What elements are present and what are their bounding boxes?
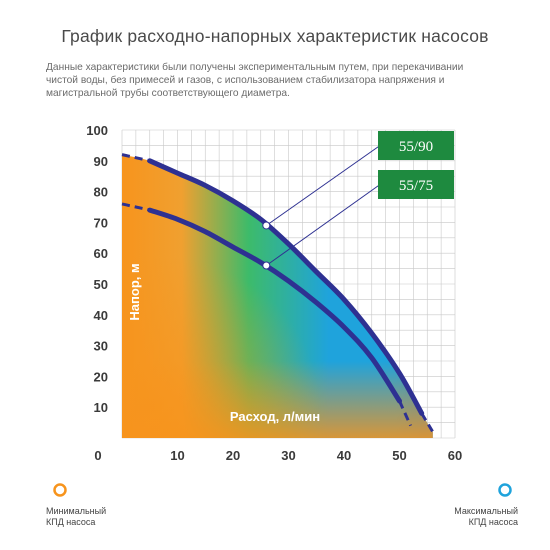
y-tick-label: 50 [94, 277, 108, 292]
axis-labels: Расход, л/мин Напор, м [127, 263, 320, 424]
x-tick-label: 10 [170, 448, 184, 463]
x-tick-label: 60 [448, 448, 462, 463]
x-tick-label: 40 [337, 448, 351, 463]
series-line-55/75 [147, 207, 402, 404]
series-callouts: 55/90 55/75 [262, 131, 454, 270]
x-axis-label: Расход, л/мин [230, 409, 320, 424]
y-axis-label: Напор, м [127, 263, 142, 320]
series-marker [262, 221, 271, 230]
series-line-end-55/90 [420, 412, 435, 433]
y-tick-label: 90 [94, 154, 108, 169]
max-efficiency-marker [498, 483, 512, 497]
series-label: 55/75 [399, 178, 433, 194]
y-tick-label: 80 [94, 185, 108, 200]
series-curves [121, 153, 435, 433]
y-tick-label: 70 [94, 215, 108, 230]
y-tick-label: 10 [94, 400, 108, 415]
x-tick-label: 50 [392, 448, 406, 463]
chart-description: Данные характеристики были получены эксп… [46, 62, 464, 99]
series-line-55/90 [147, 158, 425, 416]
series-label: 55/90 [399, 139, 433, 155]
callout-leader-line [266, 184, 381, 266]
efficiency-scale [53, 483, 512, 497]
callout-leader-line [266, 145, 381, 226]
page-title: График расходно-напорных характеристик н… [61, 26, 489, 46]
y-tick-label: 20 [94, 369, 108, 384]
series-label-box [378, 131, 454, 160]
x-tick-label: 0 [94, 448, 101, 463]
series-label-box [378, 170, 454, 199]
x-tick-label: 20 [226, 448, 240, 463]
y-tick-label: 60 [94, 246, 108, 261]
y-tick-label: 100 [86, 123, 108, 138]
series-line-end-55/75 [398, 400, 412, 427]
max-efficiency-label: Максимальный КПД насоса [454, 506, 518, 527]
y-tick-label: 40 [94, 308, 108, 323]
series-line-start-55/75 [121, 202, 151, 212]
y-tick-label: 30 [94, 339, 108, 354]
series-marker [262, 261, 271, 270]
series-line-start-55/90 [121, 153, 151, 163]
x-tick-label: 30 [281, 448, 295, 463]
min-efficiency-marker [53, 483, 67, 497]
axis-ticks: 10 20 30 40 50 60 70 80 90 100 0 10 20 30 40 50 60 [86, 123, 462, 463]
min-efficiency-label: Минимальный КПД насоса [46, 506, 107, 527]
